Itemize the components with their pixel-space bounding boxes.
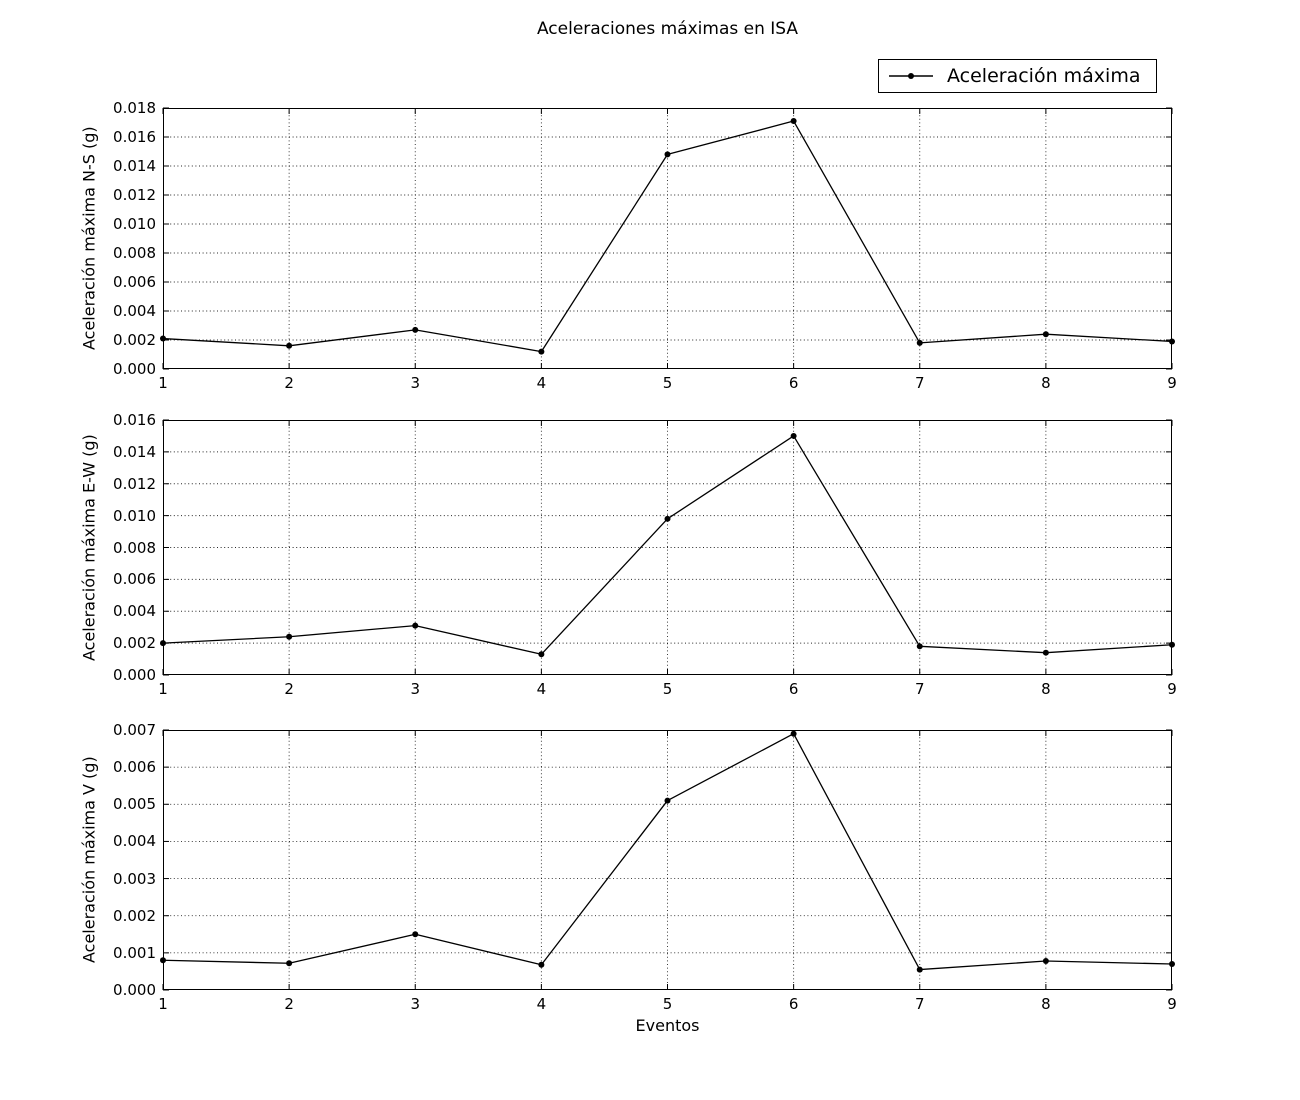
data-point-marker <box>1042 649 1049 656</box>
ytick-label: 0.007 <box>113 721 156 739</box>
data-point-marker <box>286 633 293 640</box>
data-point-marker <box>790 730 797 737</box>
ytick-label: 0.000 <box>113 666 156 684</box>
xtick-label: 9 <box>1167 995 1177 1013</box>
xtick-label: 1 <box>158 995 168 1013</box>
data-point-marker <box>664 151 671 158</box>
xtick-label: 1 <box>158 374 168 392</box>
ytick-label: 0.000 <box>113 360 156 378</box>
xtick-label: 5 <box>662 995 673 1013</box>
ytick-label: 0.016 <box>113 128 156 146</box>
ytick-label: 0.014 <box>113 157 156 175</box>
data-point-marker <box>1042 958 1049 965</box>
xtick-label: 4 <box>536 680 547 698</box>
axes-frame <box>163 108 1172 369</box>
ytick-label: 0.003 <box>113 869 156 888</box>
ytick-label: 0.018 <box>113 99 156 117</box>
ytick-label: 0.014 <box>113 442 156 461</box>
subplot-ew-plot-area <box>160 419 1175 676</box>
data-point-marker <box>286 342 293 349</box>
xtick-label: 5 <box>662 374 673 392</box>
subplot-v-plot-area <box>160 729 1175 991</box>
legend-label: Aceleración máxima <box>947 65 1141 87</box>
ytick-label: 0.016 <box>113 411 156 429</box>
x-axis-label: Eventos <box>635 1016 700 1035</box>
xtick-label: 5 <box>662 680 673 698</box>
xtick-label: 9 <box>1167 680 1177 698</box>
ytick-label: 0.000 <box>113 981 156 999</box>
xtick-label: 3 <box>410 374 421 392</box>
ytick-label: 0.008 <box>113 538 156 557</box>
data-point-marker <box>538 348 545 355</box>
data-point-marker <box>412 622 419 629</box>
ytick-label: 0.012 <box>113 474 156 493</box>
ytick-label: 0.004 <box>113 302 156 320</box>
xtick-label: 9 <box>1167 374 1177 392</box>
ytick-label: 0.010 <box>113 215 156 233</box>
data-line <box>162 733 1173 971</box>
xtick-label: 6 <box>788 374 799 392</box>
xtick-label: 8 <box>1041 995 1051 1013</box>
data-point-marker <box>790 432 797 439</box>
ytick-label: 0.006 <box>113 570 156 589</box>
data-point-marker <box>790 118 797 125</box>
ytick-label: 0.001 <box>113 943 156 962</box>
xtick-label: 7 <box>914 995 925 1013</box>
ytick-label: 0.008 <box>113 244 156 262</box>
chart-title: Aceleraciones máximas en ISA <box>536 19 799 39</box>
xtick-label: 2 <box>284 374 294 392</box>
xtick-label: 7 <box>914 374 925 392</box>
legend-line-marker-icon <box>889 73 933 79</box>
ytick-label: 0.012 <box>113 186 156 204</box>
data-point-marker <box>664 515 671 522</box>
xtick-label: 4 <box>536 995 547 1013</box>
ytick-label: 0.010 <box>113 506 156 525</box>
xtick-label: 3 <box>410 995 421 1013</box>
data-point-marker <box>1042 331 1049 338</box>
xtick-label: 7 <box>914 680 925 698</box>
subplot-ns-plot-area <box>160 107 1175 370</box>
data-point-marker <box>916 966 923 973</box>
data-point-marker <box>412 326 419 333</box>
xtick-label: 4 <box>536 374 547 392</box>
data-point-marker <box>916 643 923 650</box>
xtick-label: 2 <box>284 680 294 698</box>
ytick-label: 0.006 <box>113 273 156 291</box>
xtick-label: 8 <box>1041 374 1051 392</box>
data-point-marker <box>664 797 671 804</box>
axes-frame <box>163 730 1172 990</box>
data-point-marker <box>286 960 293 967</box>
data-point-marker <box>916 339 923 346</box>
ytick-label: 0.004 <box>113 602 156 621</box>
axes-frame <box>163 420 1172 675</box>
legend-box: Aceleración máxima <box>878 59 1157 93</box>
xtick-label: 8 <box>1041 680 1051 698</box>
xtick-label: 2 <box>284 995 294 1013</box>
xtick-label: 6 <box>788 995 799 1013</box>
ytick-label: 0.002 <box>113 906 156 925</box>
xtick-label: 6 <box>788 680 799 698</box>
data-point-marker <box>538 651 545 658</box>
xtick-label: 3 <box>410 680 421 698</box>
ytick-label: 0.006 <box>113 758 156 777</box>
data-point-marker <box>412 931 419 938</box>
ytick-label: 0.002 <box>113 331 156 349</box>
ytick-label: 0.005 <box>113 795 156 814</box>
ytick-label: 0.004 <box>113 832 156 851</box>
data-line <box>162 435 1173 655</box>
xtick-label: 1 <box>158 680 168 698</box>
ytick-label: 0.002 <box>113 634 156 653</box>
data-point-marker <box>538 961 545 968</box>
